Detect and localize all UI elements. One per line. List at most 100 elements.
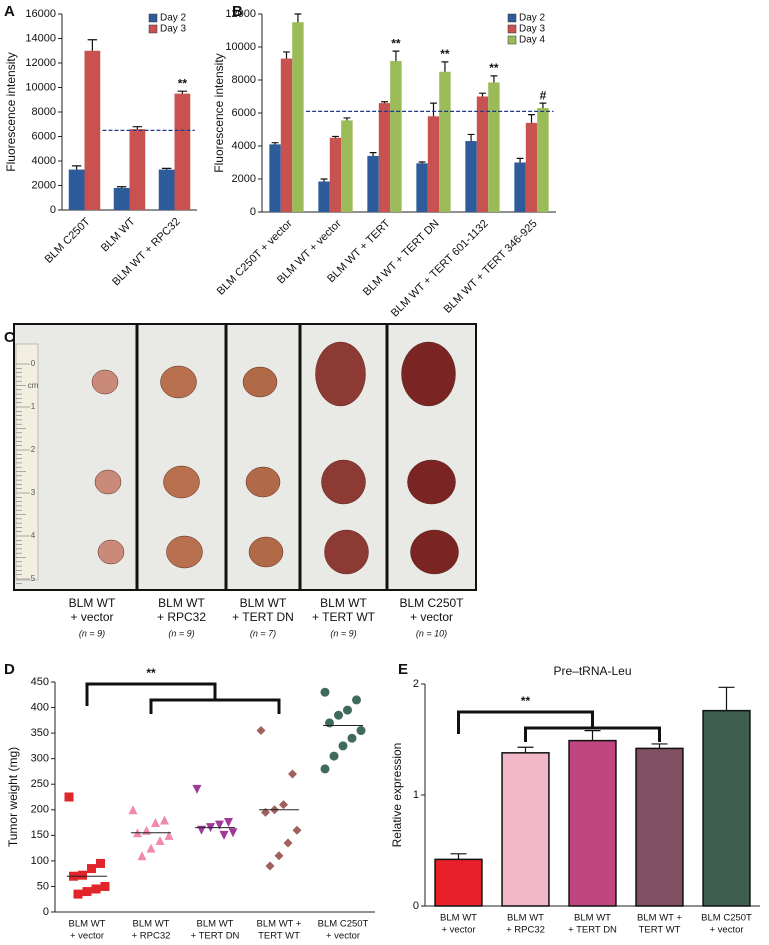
tumor: [407, 459, 456, 505]
x-tick-label: BLM WT: [133, 919, 170, 930]
tumor: [401, 341, 456, 407]
data-point: [142, 825, 151, 835]
significance-label: **: [391, 36, 401, 50]
bar: [416, 163, 428, 212]
ruler-unit: cm: [28, 381, 39, 390]
y-axis-label: Relative expression: [390, 743, 404, 848]
bar: [427, 116, 440, 212]
bar: [174, 93, 191, 210]
group-n: (n = 7): [250, 628, 276, 638]
significance-label: **: [521, 694, 531, 708]
ruler-label: 1: [31, 402, 36, 411]
chart-title: Pre–tRNA-Leu: [553, 664, 631, 678]
tumor: [91, 369, 119, 395]
data-point: [265, 861, 275, 871]
ruler-label: 2: [31, 445, 36, 454]
x-tick-label: TERT WT: [639, 925, 681, 936]
bar: [439, 71, 451, 212]
legend-label: Day 2: [519, 13, 546, 24]
panel-label: A: [4, 3, 15, 20]
ruler-label: 3: [31, 488, 36, 497]
data-point: [160, 815, 169, 825]
ruler-label: 0: [31, 359, 36, 368]
y-tick-label: 10000: [25, 81, 56, 93]
x-tick-label: BLM C250T: [318, 919, 369, 930]
y-tick-label: 100: [31, 855, 49, 867]
ruler-label: 4: [31, 531, 36, 540]
x-tick-label: BLM WT: [69, 919, 106, 930]
x-tick-label: TERT WT: [258, 931, 300, 942]
y-tick-label: 16000: [25, 8, 56, 20]
group-label: BLM WT: [320, 596, 367, 610]
x-tick-label: + vector: [709, 925, 743, 936]
data-point: [164, 830, 174, 840]
y-tick-label: 12000: [25, 57, 56, 69]
group-label: BLM WT: [240, 596, 287, 610]
panel-label: E: [398, 661, 408, 678]
y-tick-label: 0: [50, 204, 56, 216]
group-label: BLM C250T: [399, 596, 464, 610]
data-point: [155, 835, 165, 845]
bar: [341, 120, 353, 212]
panel-label: D: [4, 661, 15, 678]
data-point: [215, 820, 224, 830]
tumor: [321, 459, 366, 505]
y-tick-label: 50: [37, 880, 49, 892]
x-tick-label: + RPC32: [506, 925, 545, 936]
legend-swatch: [148, 13, 158, 23]
y-axis-label: Tumor weight (mg): [6, 747, 20, 847]
y-tick-label: 400: [31, 701, 49, 713]
x-tick-label: BLM C250T: [701, 913, 752, 924]
legend-swatch: [507, 24, 517, 34]
y-tick-label: 450: [31, 676, 49, 688]
x-tick-label: + vector: [441, 925, 475, 936]
significance-label: **: [489, 61, 499, 75]
y-tick-label: 2000: [32, 179, 56, 191]
x-tick-label: BLM WT +: [637, 913, 682, 924]
data-point: [320, 764, 330, 774]
bar: [525, 122, 538, 212]
x-tick-label: BLM WT: [99, 215, 138, 254]
panel-label: C: [4, 329, 15, 346]
data-point: [325, 718, 334, 728]
error-bar: [450, 853, 467, 860]
group-n: (n = 9): [168, 628, 194, 638]
data-point: [228, 828, 238, 838]
photo-background: [13, 323, 477, 591]
tumor: [324, 529, 369, 575]
y-tick-label: 250: [31, 778, 49, 790]
data-point: [73, 889, 83, 899]
y-tick-label: 4000: [232, 140, 256, 152]
data-point: [292, 825, 302, 835]
legend-label: Day 4: [519, 35, 546, 46]
significance-bracket: [457, 710, 661, 742]
y-tick-label: 0: [250, 206, 256, 218]
data-point: [64, 792, 74, 802]
data-point: [283, 838, 293, 848]
data-point: [146, 843, 156, 853]
legend-label: Day 3: [519, 24, 546, 35]
tumor: [315, 341, 366, 407]
bar: [514, 162, 526, 212]
y-tick-label: 2000: [232, 173, 256, 185]
x-tick-label: BLM WT: [197, 919, 234, 930]
legend-label: Day 3: [160, 24, 187, 35]
data-point: [87, 864, 96, 874]
significance-label: **: [146, 666, 156, 680]
error-bar: [718, 686, 735, 711]
data-point: [78, 870, 87, 880]
data-point: [320, 687, 330, 697]
group-n: (n = 10): [416, 628, 447, 638]
data-point: [91, 884, 101, 894]
y-tick-label: 6000: [32, 130, 56, 142]
tumor: [163, 465, 200, 499]
bar: [501, 752, 550, 907]
bar: [280, 58, 293, 212]
significance-bracket: [85, 682, 281, 714]
group-label: BLM WT: [69, 596, 116, 610]
y-tick-label: 200: [31, 804, 49, 816]
y-tick-label: 2: [413, 678, 419, 690]
x-tick-label: BLM WT: [574, 913, 611, 924]
data-point: [192, 784, 202, 794]
